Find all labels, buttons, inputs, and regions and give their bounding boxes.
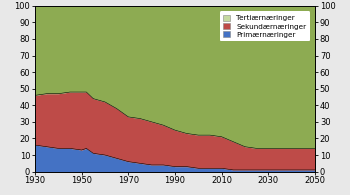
- Legend: Tertiærnæringer, Sekundærnæringer, Primærnæringer: Tertiærnæringer, Sekundærnæringer, Primæ…: [220, 11, 310, 41]
